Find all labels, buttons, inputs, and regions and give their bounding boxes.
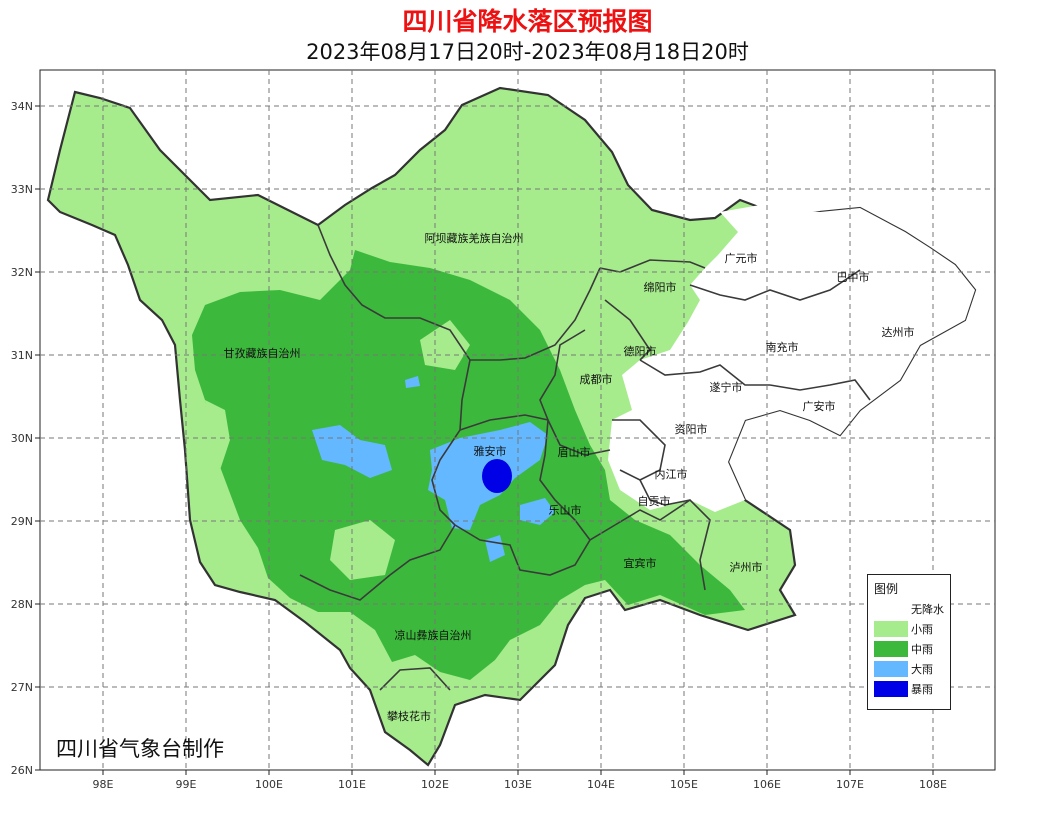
latitude-labels: 34N 33N 32N 31N 30N 29N 28N 27N 26N <box>11 100 33 777</box>
city-label-ziyang: 资阳市 <box>675 422 708 436</box>
region-rainstorm <box>482 459 512 493</box>
city-label-aba: 阿坝藏族羌族自治州 <box>425 231 524 245</box>
legend-swatch <box>874 681 908 697</box>
city-label-suining: 遂宁市 <box>710 380 743 394</box>
legend-item-heavy-rain: 大雨 <box>874 660 950 678</box>
city-label-liangshan: 凉山彝族自治州 <box>395 628 472 642</box>
lon-label: 103E <box>504 778 532 791</box>
map-title: 四川省降水落区预报图 <box>402 7 653 36</box>
legend-label: 暴雨 <box>911 683 933 696</box>
city-label-yibin: 宜宾市 <box>624 556 657 570</box>
region-heavy-rain <box>405 376 420 388</box>
city-label-ganzi: 甘孜藏族自治州 <box>224 346 301 360</box>
legend-item-rainstorm: 暴雨 <box>874 680 950 698</box>
lon-label: 108E <box>919 778 947 791</box>
city-label-guangan: 广安市 <box>803 399 836 413</box>
city-label-dazhou: 达州市 <box>882 325 915 339</box>
legend-title: 图例 <box>874 582 899 596</box>
city-label-meishan: 眉山市 <box>558 445 591 459</box>
region-light-rain-patch <box>205 400 230 470</box>
lat-label: 28N <box>11 598 33 611</box>
city-label-guangyuan: 广元市 <box>725 251 758 265</box>
city-label-mianyang: 绵阳市 <box>644 280 677 294</box>
city-label-neijiang: 内江市 <box>655 467 688 481</box>
city-label-zigong: 自贡市 <box>638 494 671 508</box>
lon-label: 102E <box>421 778 449 791</box>
longitude-labels: 98E 99E 100E 101E 102E 103E 104E 105E 10… <box>93 778 947 791</box>
forecast-period: 2023年08月17日20时-2023年08月18日20时 <box>306 40 749 64</box>
lon-label: 105E <box>670 778 698 791</box>
axis-ticks <box>35 105 934 775</box>
lon-label: 107E <box>836 778 864 791</box>
graticule <box>40 70 995 770</box>
legend-item-light-rain: 小雨 <box>874 620 950 638</box>
lon-label: 98E <box>93 778 114 791</box>
city-label-bazhong: 巴中市 <box>837 270 870 284</box>
lat-label: 30N <box>11 432 33 445</box>
city-label-yaan: 雅安市 <box>474 444 507 458</box>
lat-label: 29N <box>11 515 33 528</box>
legend-swatch <box>874 601 908 617</box>
legend-item-moderate-rain: 中雨 <box>874 640 950 658</box>
region-no-rain <box>608 205 975 512</box>
region-light-rain-patch <box>330 520 395 580</box>
city-label-luzhou: 泸州市 <box>730 560 763 574</box>
lat-label: 33N <box>11 183 33 196</box>
city-label-deyang: 德阳市 <box>624 344 657 358</box>
lon-label: 106E <box>753 778 781 791</box>
legend-label: 无降水 <box>911 603 944 616</box>
issuer-credit: 四川省气象台制作 <box>56 737 224 761</box>
map-legend: 图例 无降水 小雨 中雨 大雨 暴雨 <box>867 574 951 710</box>
city-label-leshan: 乐山市 <box>549 503 582 517</box>
region-light-rain-patch <box>565 330 605 390</box>
legend-swatch <box>874 661 908 677</box>
lat-label: 27N <box>11 681 33 694</box>
legend-swatch <box>874 621 908 637</box>
region-heavy-rain <box>520 498 555 525</box>
lat-label: 34N <box>11 100 33 113</box>
legend-swatch <box>874 641 908 657</box>
lat-label: 26N <box>11 764 33 777</box>
lon-label: 104E <box>587 778 615 791</box>
lon-label: 100E <box>255 778 283 791</box>
legend-item-no-rain: 无降水 <box>874 600 950 618</box>
lat-label: 31N <box>11 349 33 362</box>
region-light-rain-patch <box>420 320 470 370</box>
lat-label: 32N <box>11 266 33 279</box>
city-label-nanchong: 南充市 <box>766 340 799 354</box>
city-labels: 阿坝藏族羌族自治州 甘孜藏族自治州 凉山彝族自治州 攀枝花市 雅安市 成都市 德… <box>224 231 915 723</box>
lon-label: 99E <box>176 778 197 791</box>
lon-label: 101E <box>338 778 366 791</box>
prefecture-boundaries <box>299 224 871 691</box>
legend-label: 小雨 <box>911 623 933 636</box>
city-label-chengdu: 成都市 <box>580 372 613 386</box>
legend-label: 大雨 <box>911 663 933 676</box>
legend-label: 中雨 <box>911 643 933 656</box>
city-label-panzhihua: 攀枝花市 <box>387 709 431 723</box>
